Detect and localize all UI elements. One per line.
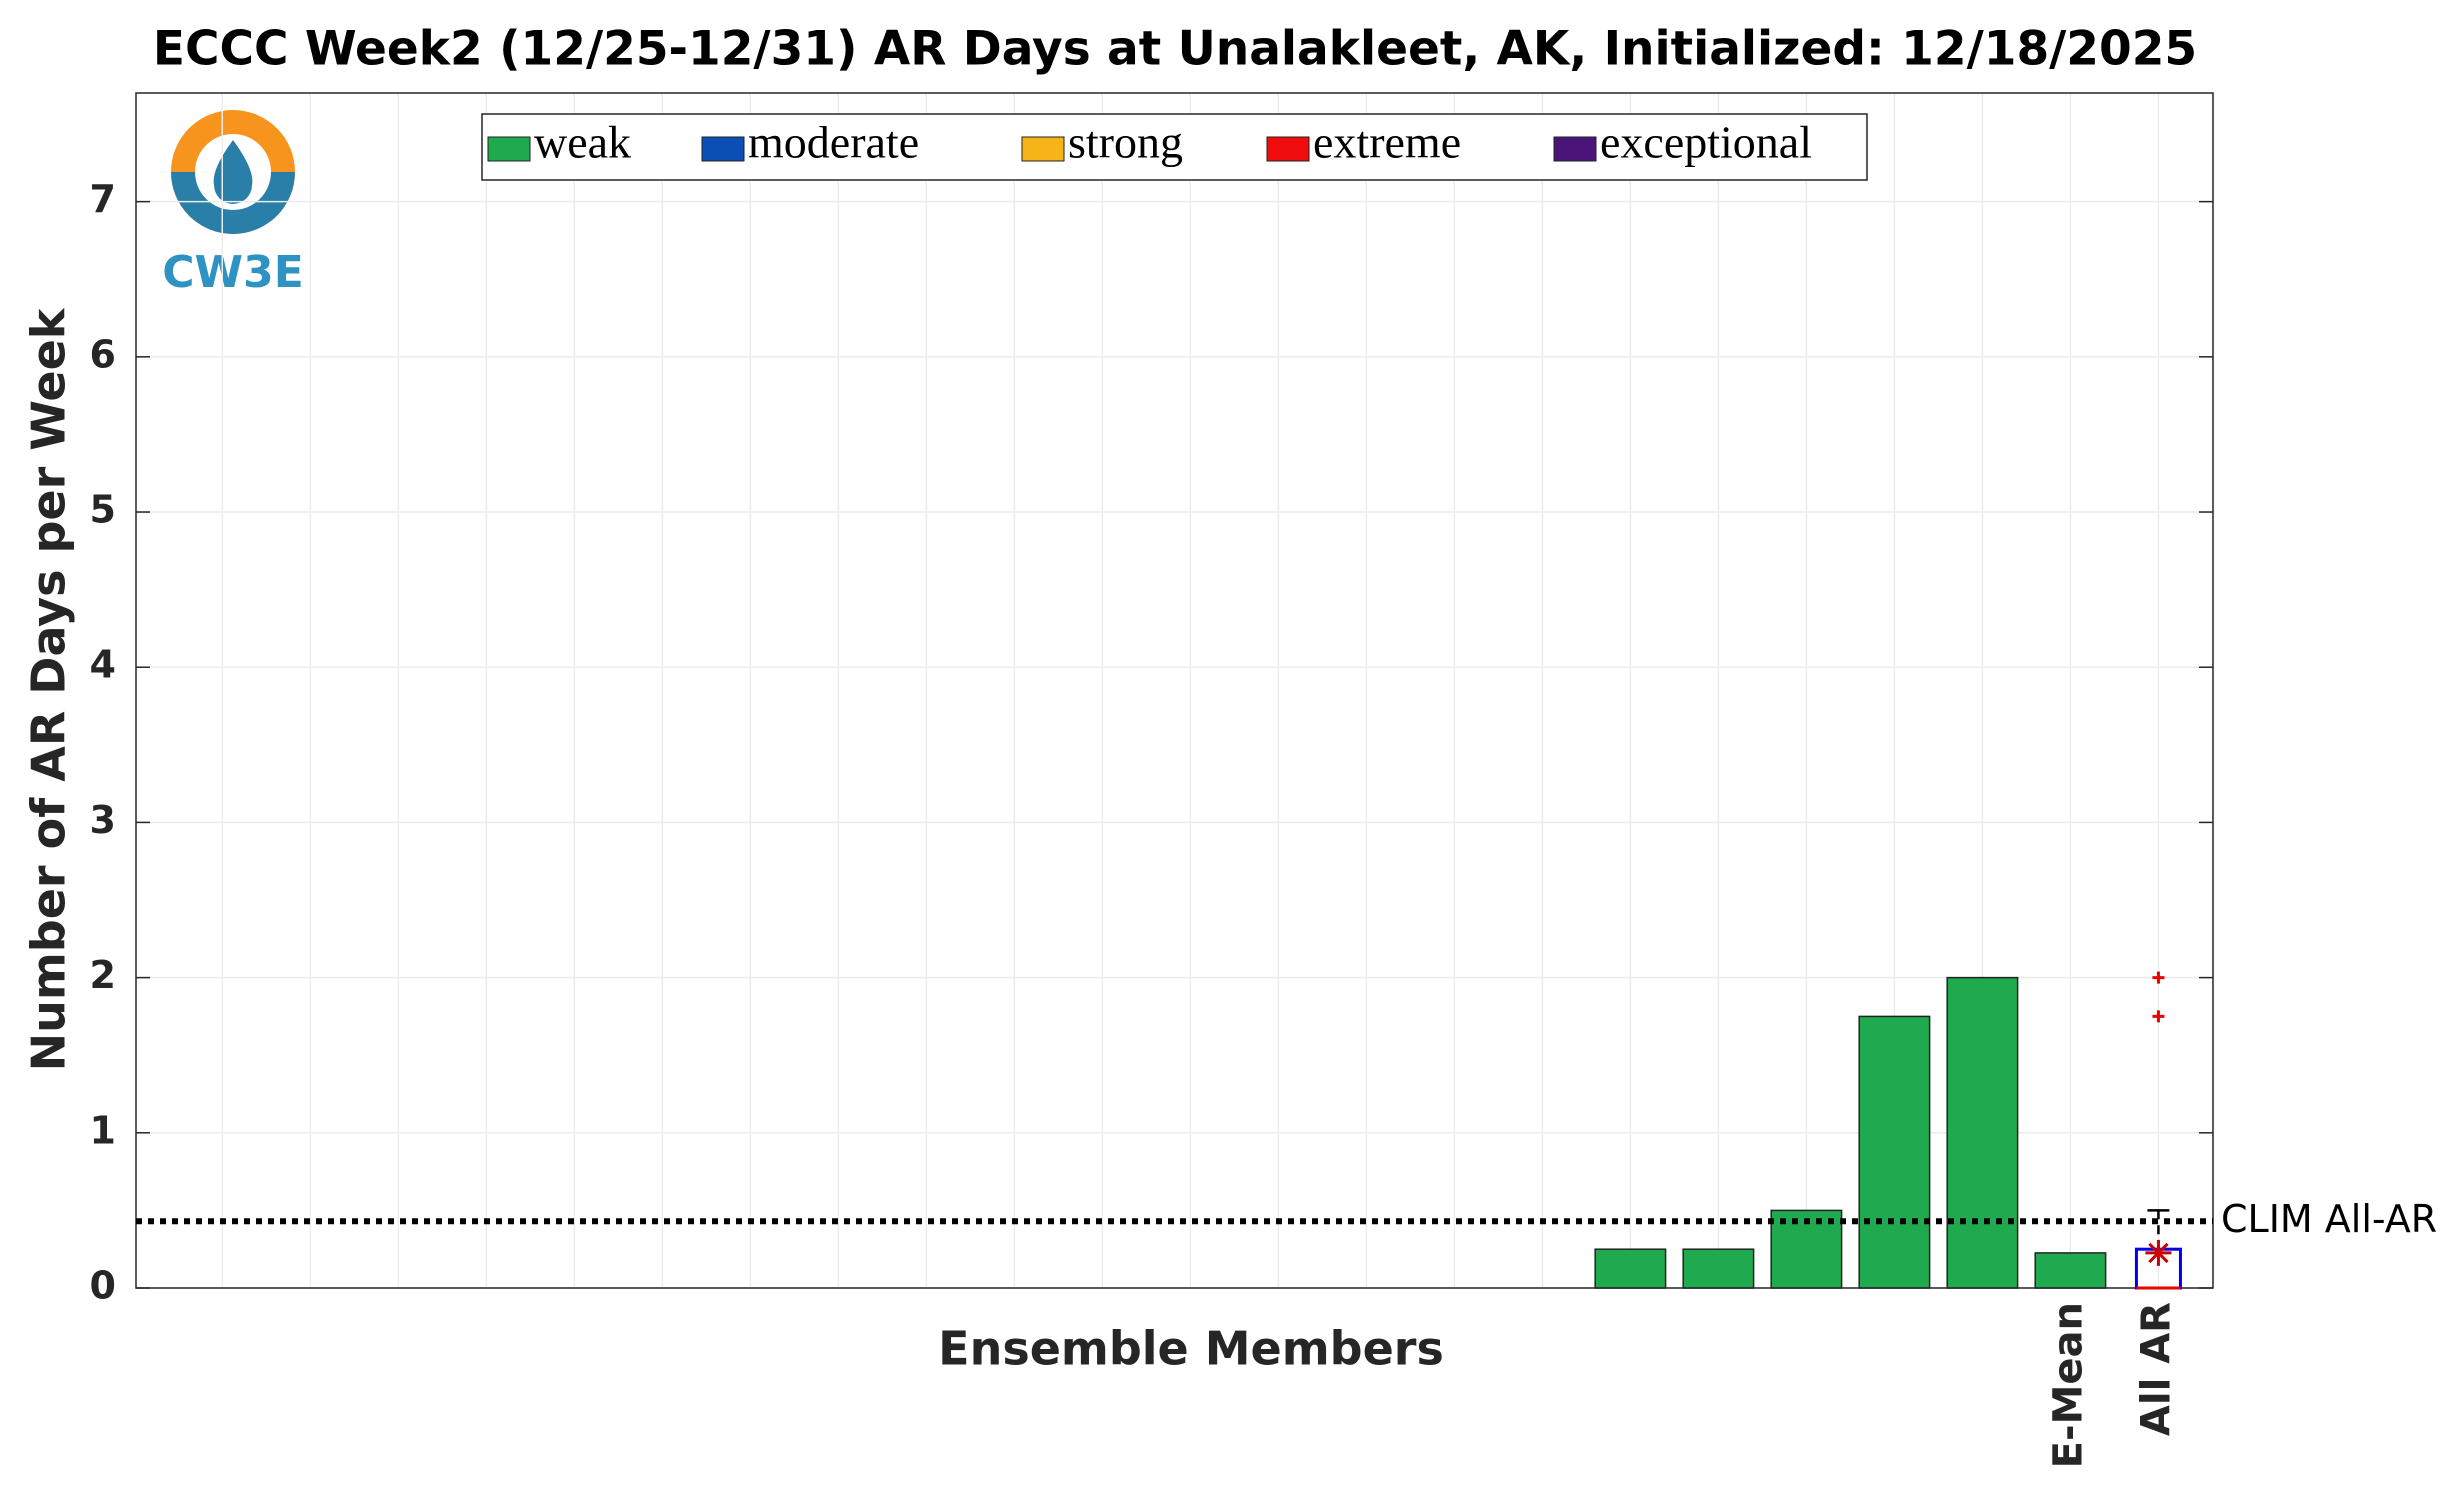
legend-label: extreme [1313,117,1461,168]
logo-text: CW3E [162,247,304,298]
legend-label: weak [534,117,631,168]
legend-swatch [1266,136,1310,162]
legend-label: moderate [748,117,919,168]
reference-label: CLIM All-AR [2221,1197,2437,1241]
x-tick-label: E-Mean [2045,1302,2091,1468]
y-tick-label: 6 [90,332,116,376]
legend-swatch [1553,136,1597,162]
legend-swatch [487,136,531,162]
legend-label: exceptional [1600,117,1812,168]
bar [1594,1248,1667,1289]
bar [1682,1248,1755,1289]
y-tick-label: 1 [90,1108,116,1152]
y-tick-label: 7 [90,177,116,221]
y-tick-label: 5 [90,488,116,532]
y-tick-label: 3 [90,798,116,842]
logo-drop [213,140,253,204]
y-tick-label: 0 [90,1264,116,1308]
plot-frame [135,92,2214,1289]
legend-swatch [1021,136,1065,162]
chart-title: ECCC Week2 (12/25-12/31) AR Days at Unal… [153,22,2197,77]
logo: CW3E [162,110,304,298]
legend: weak moderate strong extreme exceptional [481,113,1868,181]
y-tick-label: 4 [90,643,116,687]
x-axis-label: Ensemble Members [938,1322,1444,1376]
bar [1858,1015,1931,1289]
mean-stroke [2148,1242,2169,1264]
y-tick-label: 2 [90,953,116,997]
outlier [2152,971,2165,984]
bar [2034,1252,2107,1289]
y-axis-label: Number of AR Days per Week [22,307,76,1071]
legend-swatch [701,136,745,162]
outlier [2152,1010,2165,1023]
mean-marker [2145,1239,2172,1266]
x-tick-label: All AR [2133,1302,2179,1436]
bar [1946,976,2019,1289]
legend-label: strong [1068,117,1183,168]
